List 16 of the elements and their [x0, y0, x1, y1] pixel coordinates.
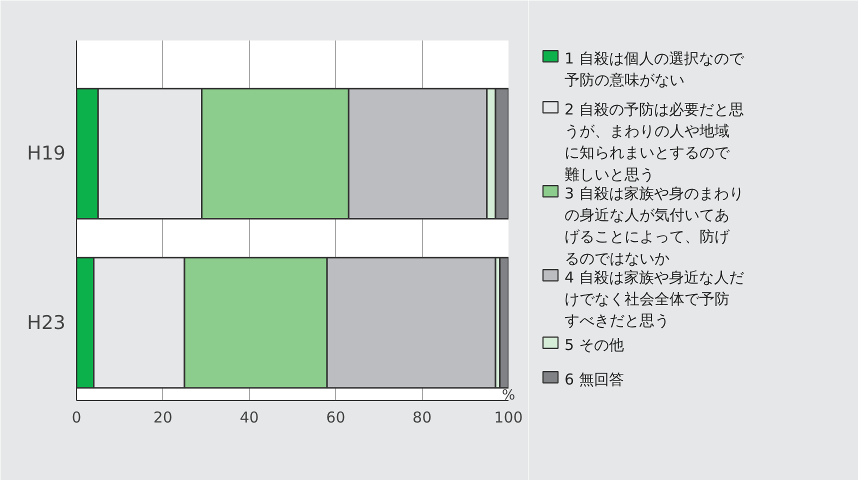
bar	[499, 256, 508, 389]
legend-label: 6 無回答	[564, 370, 624, 388]
x-tick-label: 0	[72, 408, 82, 426]
x-axis-title: %	[502, 388, 516, 404]
x-tick-label: 60	[326, 408, 346, 426]
x-tick-label: 20	[153, 408, 172, 426]
legend-label: 2 自殺の予防は必要だと思うが、まわりの人や地域に知られまいとするので難しいと思う	[564, 100, 744, 184]
x-tick-label: 100	[494, 408, 523, 426]
legend-label: 3 自殺は家族や身のまわりの身近な人が気付いてあげることによって、防げるのではないか	[564, 184, 744, 268]
x-tick-label: 40	[240, 408, 259, 426]
y-tick-label: H19	[27, 142, 66, 165]
x-tick-label: 80	[412, 408, 432, 426]
legend-label: 1 自殺は個人の選択なので予防の意味がない	[564, 50, 745, 90]
legend-label: 4 自殺は家族や身近な人だけでなく社会全体で予防すべきだと思う	[564, 268, 744, 330]
legend-label: 5 その他	[564, 336, 624, 354]
y-tick-label: H23	[27, 312, 66, 334]
